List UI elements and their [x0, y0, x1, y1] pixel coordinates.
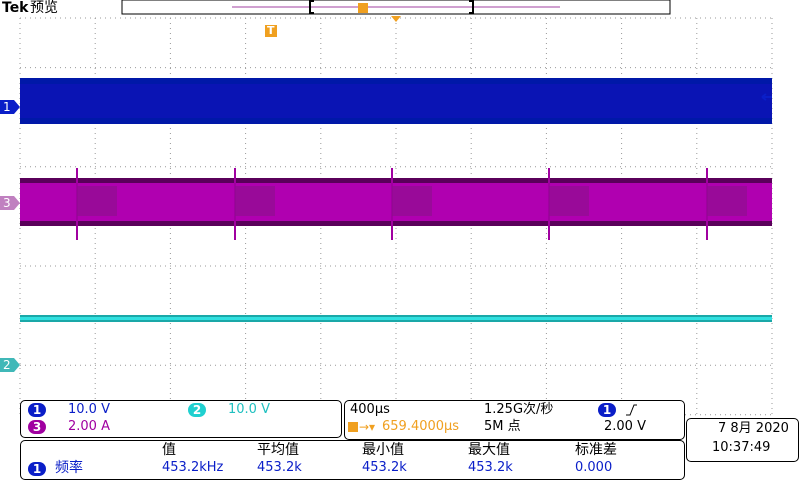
trig-src: 1 — [598, 403, 616, 417]
spike-glow — [549, 186, 589, 216]
record-length: 5M 点 — [484, 419, 521, 434]
trigger-marker: T — [267, 24, 275, 37]
meas-value: 453.2k — [362, 460, 407, 475]
spike-glow — [77, 186, 117, 216]
ch1-scale: 10.0 V — [68, 402, 110, 417]
measurement-panel — [20, 440, 685, 480]
ch1-core — [20, 84, 772, 118]
meas-value: 453.2kHz — [162, 460, 224, 475]
meas-header: 最小值 — [362, 442, 404, 458]
ch3-marker-bg — [0, 196, 20, 210]
ch2-marker-bg — [0, 358, 20, 372]
trigger-mini — [358, 3, 368, 13]
ch3-badge: 3 — [28, 420, 46, 434]
ch2-marker: 2 — [3, 358, 11, 372]
ch3-marker: 3 — [3, 196, 11, 210]
ch3-spikes — [76, 168, 747, 240]
meas-header: 平均值 — [257, 442, 299, 458]
meas-value: 0.000 — [575, 460, 613, 475]
trig-slope — [626, 404, 637, 416]
spike-glow — [392, 186, 432, 216]
timebase-panel — [344, 400, 685, 440]
channel-panel — [20, 400, 342, 438]
ch1-marker: 1 — [3, 100, 11, 114]
spike-glow — [707, 186, 747, 216]
trig-arrow: →▾ — [359, 420, 376, 434]
brand: Tek — [2, 0, 29, 16]
trig-level: 2.00 V — [604, 419, 646, 434]
ch2-badge: 2 — [188, 403, 206, 417]
ch3-scale: 2.00 A — [68, 419, 110, 434]
trig-icon — [348, 422, 358, 432]
meas-value: 453.2k — [257, 460, 302, 475]
time-scale: 400µs — [350, 402, 390, 417]
meas-value: 453.2k — [468, 460, 513, 475]
sample-rate: 1.25G次/秒 — [484, 402, 554, 417]
meas-header: 标准差 — [575, 442, 617, 458]
meas-header: 值 — [162, 442, 176, 458]
time: 10:37:49 — [712, 440, 771, 455]
mode: 预览 — [30, 0, 58, 16]
ch1-marker-bg — [0, 100, 20, 114]
meas-source: 1 — [28, 462, 46, 476]
meas-name: 频率 — [55, 460, 83, 476]
spike-glow — [235, 186, 275, 216]
trigger-marker-bg — [265, 25, 277, 37]
datetime-panel — [686, 418, 799, 462]
meas-header: 最大值 — [468, 442, 510, 458]
ch1-badge: 1 — [28, 403, 46, 417]
ch2-scale: 10.0 V — [228, 402, 270, 417]
trig-position: 659.4000µs — [382, 419, 460, 434]
view-bracket — [309, 0, 474, 14]
ch2-core — [20, 317, 772, 320]
trigger-pos-arrow — [391, 16, 401, 22]
ch1-offscreen — [761, 93, 772, 101]
date: 7 8月 2020 — [718, 421, 789, 436]
